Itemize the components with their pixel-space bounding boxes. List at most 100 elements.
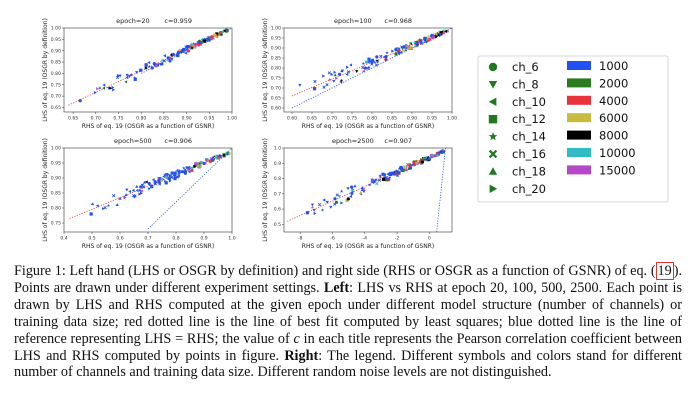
plot-correlation: c=0.968	[384, 17, 412, 25]
data-point	[420, 41, 424, 45]
data-point	[376, 60, 380, 64]
data-point	[225, 28, 229, 32]
data-point	[327, 71, 331, 75]
data-point	[168, 59, 172, 63]
data-point	[152, 62, 156, 66]
data-point	[163, 54, 166, 58]
caption-text-3: : LHS vs RHS at epoch 20, 100, 500, 2500…	[14, 279, 682, 347]
data-point	[193, 164, 197, 169]
data-point	[442, 148, 446, 152]
figure-caption: Figure 1: Left hand (LHS or OSGR by defi…	[14, 262, 683, 381]
data-point	[157, 179, 161, 183]
data-point	[387, 172, 391, 176]
triangle-down-marker-icon	[488, 81, 498, 89]
data-point	[350, 188, 354, 193]
plot-correlation: c=0.907	[384, 137, 412, 145]
x-axis-label: RHS of eq. 19 (OSGR as a function of GSN…	[302, 243, 434, 250]
data-point	[154, 64, 159, 68]
data-point	[325, 83, 329, 87]
data-point	[173, 176, 177, 181]
data-point	[410, 163, 414, 167]
data-point	[350, 185, 354, 189]
legend-channel-ch-20: ch_20	[489, 182, 546, 196]
plot-marks	[287, 148, 446, 232]
x-tick-label: 0.5	[88, 236, 95, 242]
data-point	[379, 54, 383, 58]
plot-title: epoch=500	[114, 137, 152, 145]
data-point	[412, 162, 416, 166]
data-point	[346, 65, 349, 69]
data-point	[135, 71, 139, 75]
data-point	[173, 173, 177, 177]
y-tick-label: 1.0	[274, 146, 281, 152]
y-tick-label: 0.90	[51, 48, 61, 54]
data-point	[325, 200, 329, 204]
data-point	[98, 86, 102, 90]
equation-ref-link[interactable]: 19	[655, 262, 674, 280]
data-point	[186, 49, 191, 53]
data-point	[384, 58, 388, 62]
x-tick-label: 0.75	[347, 116, 357, 122]
data-point	[125, 73, 129, 77]
data-point	[207, 35, 211, 39]
data-point	[435, 153, 439, 157]
data-point	[222, 153, 226, 157]
data-point	[178, 48, 182, 52]
legend-frame	[477, 55, 669, 203]
data-point	[206, 37, 210, 41]
y-tick-label: 0.7	[274, 191, 281, 197]
data-point	[222, 29, 226, 33]
color-swatch	[567, 61, 591, 70]
x-tick-label: 0	[428, 236, 431, 242]
data-point	[211, 36, 215, 40]
data-point	[384, 178, 388, 182]
square-marker-icon	[488, 115, 498, 124]
data-point	[387, 177, 391, 181]
x-tick-label: -8	[298, 236, 303, 242]
y-tick-label: 0.80	[51, 71, 61, 77]
y-tick-label: 0.95	[51, 37, 61, 43]
data-point	[395, 172, 399, 176]
x-tick-label: 0.6	[116, 236, 123, 242]
data-point	[182, 166, 186, 170]
legend-channel-ch-12: ch_12	[488, 112, 546, 126]
data-point	[153, 181, 157, 185]
data-point	[139, 185, 143, 189]
data-point	[349, 63, 353, 67]
data-point	[359, 190, 363, 194]
data-point	[312, 87, 317, 91]
y-tick-label: 0.65	[271, 96, 281, 102]
color-swatch	[567, 165, 591, 175]
data-point	[408, 163, 412, 167]
y-tick-label: 0.85	[271, 56, 281, 62]
plot-marks	[291, 28, 452, 109]
data-point	[131, 188, 135, 192]
data-point	[381, 172, 385, 176]
data-point	[333, 70, 337, 74]
data-point	[415, 40, 419, 45]
data-point	[115, 203, 119, 207]
legend-channel-label: ch_8	[512, 77, 539, 91]
triangle-right-marker-icon	[489, 184, 498, 193]
data-point	[360, 188, 364, 192]
data-point	[434, 32, 439, 36]
x-tick-label: 0.60	[287, 116, 297, 122]
figure: epoch=20 c=0.959 RHS of eq. 19 (OSGR as a …	[42, 17, 669, 250]
legend-size-2000: 2000	[567, 76, 628, 90]
data-point	[406, 162, 410, 167]
data-point	[353, 184, 357, 188]
caption-text-2: ). Points are drawn under different expe…	[14, 263, 683, 296]
data-point	[135, 184, 139, 188]
data-point	[150, 184, 154, 189]
data-point	[397, 52, 401, 56]
data-point	[124, 80, 128, 84]
data-point	[139, 68, 143, 72]
plot-area	[283, 27, 453, 113]
data-point	[125, 75, 129, 80]
data-point	[147, 187, 151, 191]
data-point	[175, 168, 179, 172]
data-point	[186, 44, 190, 48]
data-point	[425, 155, 429, 159]
data-point	[139, 191, 143, 195]
data-point	[102, 206, 105, 211]
